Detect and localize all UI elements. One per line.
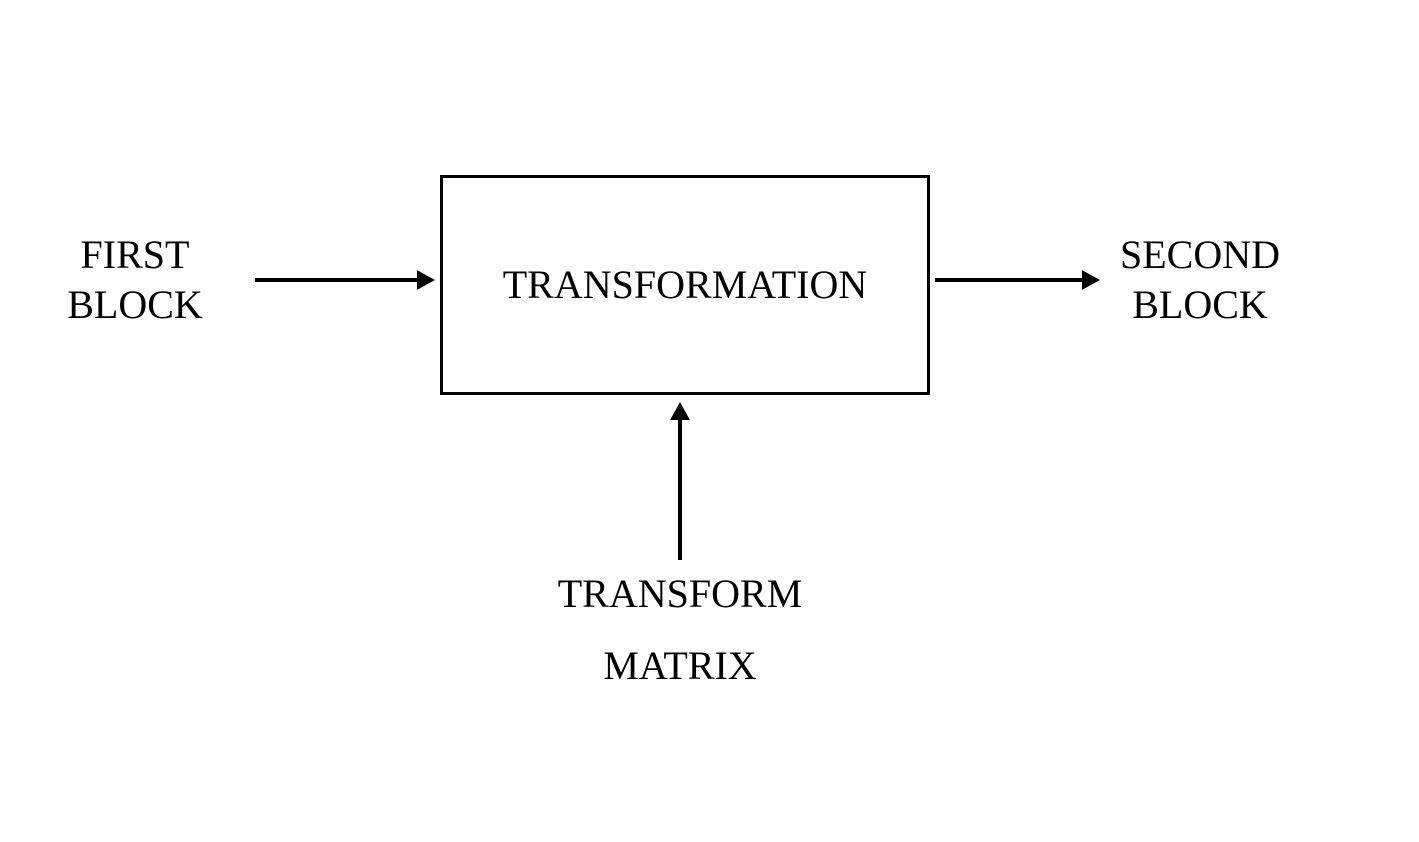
process-label: TRANSFORMATION [503,260,868,310]
input-label: FIRST BLOCK [67,230,203,330]
output-label: SECOND BLOCK [1120,230,1280,330]
arrow-process-to-output [899,244,1136,316]
process-box: TRANSFORMATION [440,175,930,395]
arrow-input-to-process [219,244,471,316]
arrow-matrix-to-process [644,366,716,596]
